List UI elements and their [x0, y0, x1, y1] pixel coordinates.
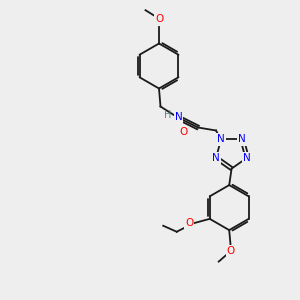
- Text: N: N: [217, 134, 225, 145]
- Text: H: H: [164, 110, 171, 121]
- Text: N: N: [212, 153, 220, 163]
- Text: N: N: [238, 134, 246, 145]
- Text: O: O: [185, 218, 194, 228]
- Text: O: O: [226, 246, 235, 256]
- Text: O: O: [155, 14, 163, 24]
- Text: N: N: [243, 153, 251, 163]
- Text: O: O: [179, 127, 187, 137]
- Text: N: N: [175, 112, 182, 122]
